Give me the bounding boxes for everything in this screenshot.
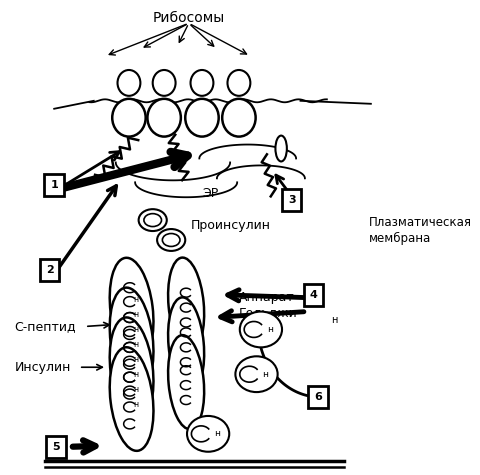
Circle shape <box>118 70 140 96</box>
Ellipse shape <box>157 229 185 251</box>
Text: 4: 4 <box>310 290 318 300</box>
Text: Аппарат: Аппарат <box>239 291 295 304</box>
Text: н: н <box>331 314 337 324</box>
Text: 2: 2 <box>46 265 54 275</box>
Text: н: н <box>133 340 139 349</box>
Text: н: н <box>133 310 139 319</box>
FancyBboxPatch shape <box>40 259 60 281</box>
Text: Плазматическая: Плазматическая <box>369 216 472 228</box>
Text: н: н <box>133 325 139 334</box>
Text: н: н <box>262 370 268 379</box>
Text: 6: 6 <box>314 392 322 402</box>
Text: Инсулин: Инсулин <box>14 361 71 374</box>
Text: мембрана: мембрана <box>369 231 432 245</box>
FancyBboxPatch shape <box>282 189 301 211</box>
Ellipse shape <box>110 347 154 451</box>
Text: н: н <box>133 399 139 408</box>
Text: Рибосомы: Рибосомы <box>153 11 225 25</box>
Text: н: н <box>133 295 139 304</box>
Ellipse shape <box>144 214 161 227</box>
Circle shape <box>153 70 176 96</box>
Ellipse shape <box>187 416 229 452</box>
Ellipse shape <box>168 335 204 429</box>
FancyBboxPatch shape <box>46 436 66 458</box>
Ellipse shape <box>162 234 180 247</box>
Ellipse shape <box>110 258 154 361</box>
Circle shape <box>222 99 256 137</box>
Text: Гольджи: Гольджи <box>239 306 298 319</box>
Text: 1: 1 <box>50 180 58 190</box>
Text: н: н <box>267 325 273 334</box>
Ellipse shape <box>110 317 154 421</box>
Circle shape <box>185 99 219 137</box>
Ellipse shape <box>235 356 277 392</box>
FancyBboxPatch shape <box>309 386 328 408</box>
Text: С-пептид: С-пептид <box>14 320 76 333</box>
Text: н: н <box>133 385 139 394</box>
FancyBboxPatch shape <box>304 284 324 305</box>
Text: 5: 5 <box>52 442 60 452</box>
Text: 3: 3 <box>288 195 296 205</box>
Circle shape <box>112 99 145 137</box>
Text: Проинсулин: Проинсулин <box>191 218 271 232</box>
Circle shape <box>228 70 251 96</box>
Ellipse shape <box>168 297 204 391</box>
Ellipse shape <box>168 257 204 352</box>
Ellipse shape <box>139 209 167 231</box>
Text: н: н <box>133 355 139 364</box>
Ellipse shape <box>110 287 154 391</box>
Circle shape <box>191 70 214 96</box>
Text: н: н <box>214 429 220 438</box>
Text: н: н <box>133 370 139 379</box>
FancyBboxPatch shape <box>45 174 64 196</box>
Ellipse shape <box>276 135 287 162</box>
Circle shape <box>147 99 181 137</box>
Text: ЭР: ЭР <box>202 187 218 200</box>
Ellipse shape <box>240 312 282 347</box>
